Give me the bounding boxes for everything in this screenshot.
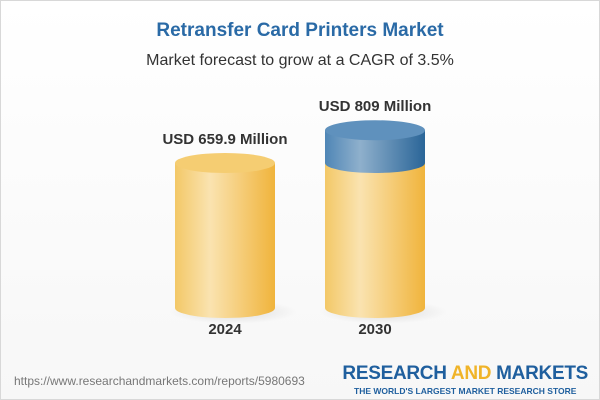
cylinder-top-2030 — [325, 120, 425, 141]
category-label: 2030 — [358, 321, 391, 338]
cylinder-body-2024 — [175, 163, 275, 318]
cylinder-top-2024 — [175, 153, 275, 173]
chart-subtitle: Market forecast to grow at a CAGR of 3.5… — [146, 52, 454, 69]
research-and-markets-logo: RESEARCH AND MARKETS THE WORLD'S LARGEST… — [342, 363, 588, 397]
cylinder-base-2030 — [325, 163, 425, 318]
data-label: USD 809 Million — [319, 98, 432, 115]
cylinder-growth-2030 — [325, 130, 425, 173]
category-label: 2024 — [208, 321, 242, 338]
chart-title: Retransfer Card Printers Market — [156, 20, 444, 41]
data-label: USD 659.9 Million — [162, 131, 287, 148]
source-url[interactable]: https://www.researchandmarkets.com/repor… — [14, 374, 305, 388]
